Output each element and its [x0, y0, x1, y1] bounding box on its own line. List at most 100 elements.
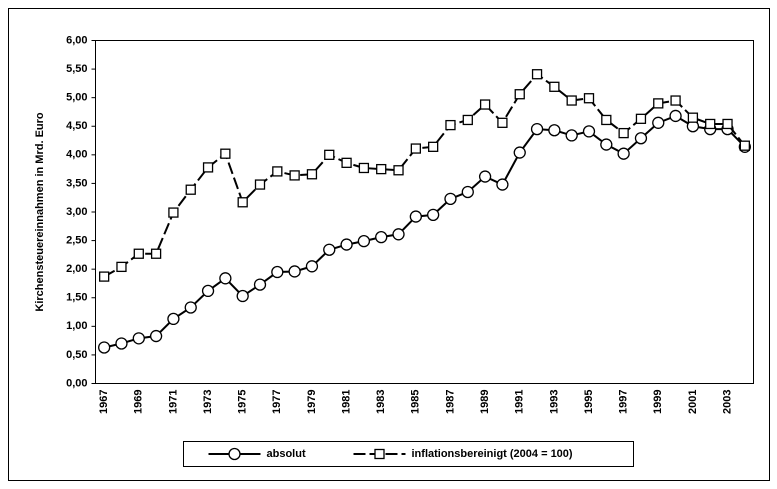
x-tick-label: 1997: [618, 390, 630, 414]
data-point: [323, 243, 336, 256]
data-point: [115, 337, 128, 350]
data-point: [271, 265, 284, 279]
data-point: [288, 265, 301, 278]
data-point: [133, 248, 144, 259]
data-point: [548, 124, 561, 137]
data-point: [530, 122, 544, 136]
data-point: [167, 312, 180, 326]
data-point: [341, 157, 352, 168]
x-tick-label: 1987: [444, 390, 456, 414]
data-point: [653, 98, 664, 109]
data-point: [566, 95, 577, 106]
data-point: [601, 114, 612, 126]
x-tick-label: 1989: [479, 390, 491, 414]
data-point: [116, 261, 127, 273]
y-tick-label: 6,00: [66, 34, 87, 46]
x-tick-label: 1991: [514, 390, 526, 414]
y-tick-label: 4,00: [66, 149, 87, 161]
data-point: [98, 341, 111, 354]
data-point: [99, 271, 110, 282]
x-tick-label: 1969: [133, 390, 145, 414]
y-tick-label: 3,00: [66, 206, 87, 218]
data-point: [462, 114, 473, 126]
data-point: [445, 119, 456, 131]
data-point: [478, 170, 492, 183]
data-point: [583, 93, 595, 104]
data-point: [428, 141, 439, 152]
y-tick-label: 1,00: [66, 320, 87, 332]
data-point: [531, 69, 543, 80]
data-point: [582, 125, 596, 138]
data-point: [687, 112, 699, 123]
data-point: [549, 81, 560, 92]
y-tick-label: 4,50: [66, 120, 87, 132]
data-point: [185, 184, 196, 195]
x-tick-label: 1975: [237, 390, 249, 414]
data-point: [306, 169, 318, 180]
plot-area: [95, 40, 754, 384]
x-tick-label: 1983: [375, 390, 387, 414]
data-point: [132, 332, 145, 345]
data-point: [305, 260, 319, 273]
data-point: [272, 166, 283, 177]
x-tick-label: 2003: [721, 390, 733, 414]
x-tick-label: 1971: [167, 390, 179, 414]
x-tick-label: 1977: [271, 390, 283, 414]
data-point: [461, 185, 474, 199]
data-point: [444, 192, 457, 206]
data-point: [513, 146, 526, 159]
data-point: [479, 99, 491, 110]
data-point: [254, 179, 266, 190]
legend-label: inflationsbereinigt (2004 = 100): [412, 448, 573, 460]
data-point: [635, 113, 647, 124]
data-point: [201, 284, 215, 298]
data-point: [497, 117, 508, 128]
y-tick-label: 2,50: [66, 234, 87, 246]
data-point: [358, 162, 370, 174]
data-point: [289, 170, 300, 181]
data-point: [149, 329, 163, 343]
x-tick-label: 1993: [548, 390, 560, 414]
data-point: [496, 178, 509, 191]
x-tick-label: 1967: [98, 390, 110, 414]
data-point: [409, 210, 422, 223]
data-point: [705, 118, 716, 130]
x-tick-label: 1999: [652, 390, 664, 414]
data-point: [220, 148, 231, 159]
y-tick-label: 5,00: [66, 92, 87, 104]
data-point: [219, 272, 232, 285]
data-point: [184, 301, 197, 314]
data-point: [739, 140, 750, 151]
data-point: [324, 149, 335, 160]
data-point: [340, 238, 353, 251]
y-tick-label: 0,00: [66, 377, 87, 389]
data-point: [722, 118, 733, 130]
data-point: [600, 138, 613, 151]
data-point: [514, 89, 525, 100]
data-point: [150, 248, 162, 259]
x-tick-label: 2001: [687, 390, 699, 414]
data-point: [375, 231, 388, 244]
y-tick-label: 5,50: [66, 63, 87, 75]
data-point: [669, 109, 682, 123]
data-point: [618, 127, 629, 139]
data-point: [376, 163, 387, 175]
data-point: [617, 147, 630, 160]
y-tick-label: 2,00: [66, 263, 87, 275]
y-axis-label: Kirchensteuereinnahmen in Mrd. Euro: [34, 112, 46, 312]
y-tick-label: 3,50: [66, 177, 87, 189]
data-point: [253, 278, 267, 291]
x-tick-label: 1979: [306, 390, 318, 414]
y-tick-label: 0,50: [66, 349, 87, 361]
y-tick-label: 1,50: [66, 292, 87, 304]
data-point: [670, 95, 681, 106]
data-point: [410, 143, 421, 154]
data-point: [392, 228, 405, 241]
data-point: [634, 132, 648, 145]
data-point: [565, 129, 578, 142]
data-point: [357, 235, 371, 248]
x-tick-label: 1995: [583, 390, 595, 414]
x-tick-label: 1981: [340, 390, 352, 414]
legend-marker: [374, 448, 385, 460]
